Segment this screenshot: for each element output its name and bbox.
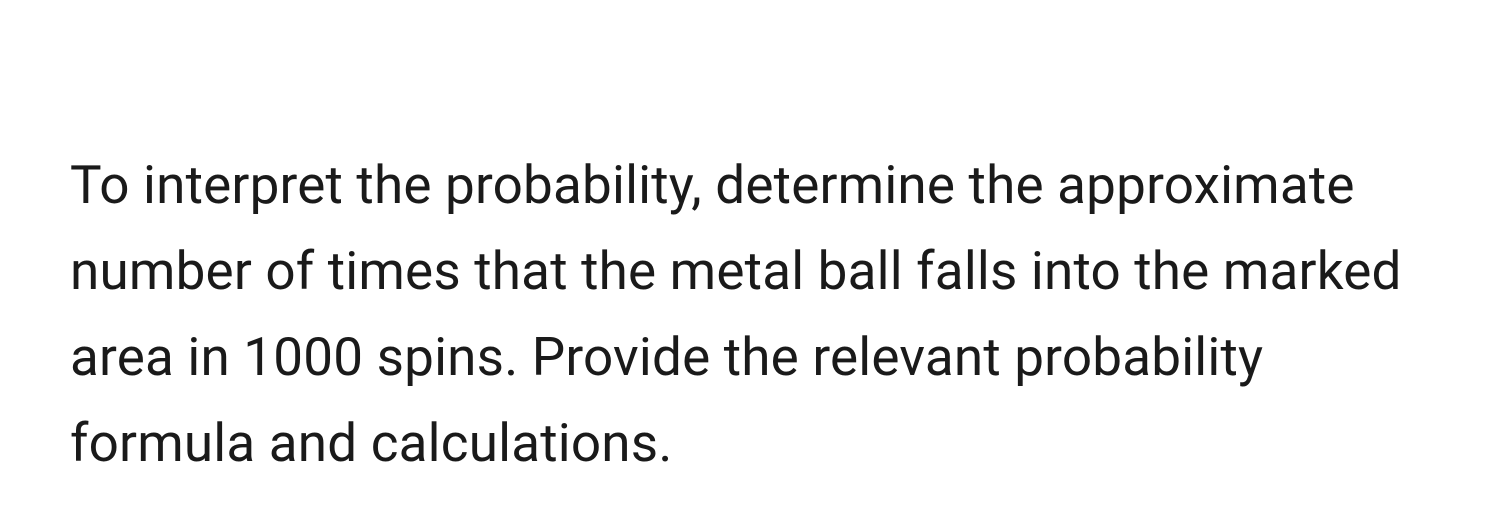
body-paragraph: To interpret the probability, determine … [70,143,1430,486]
document-container: To interpret the probability, determine … [0,0,1500,512]
